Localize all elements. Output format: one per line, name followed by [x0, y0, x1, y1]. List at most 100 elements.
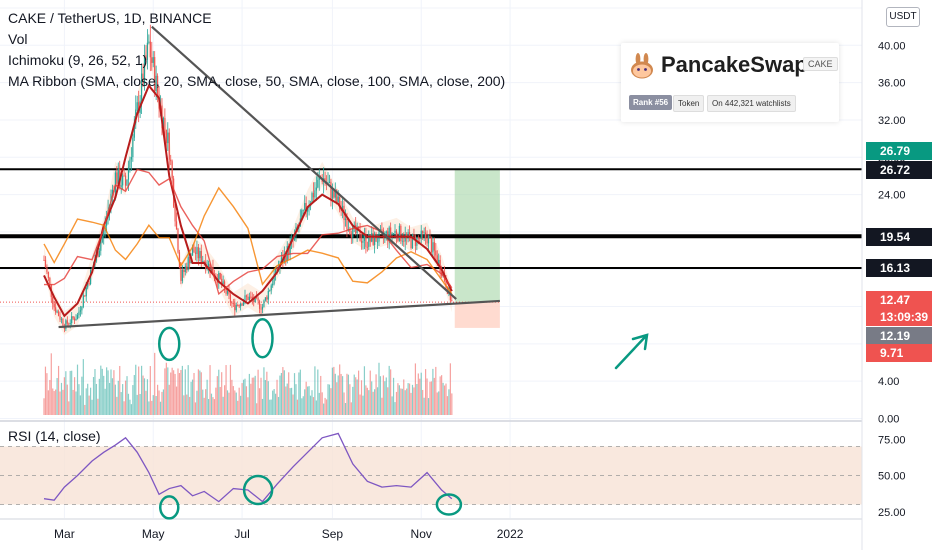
- price-label-badge: [866, 228, 932, 246]
- candle-body: [368, 234, 370, 247]
- volume-bar: [423, 397, 425, 415]
- volume-bar: [429, 381, 431, 415]
- volume-bar: [171, 367, 173, 415]
- candle-body: [200, 251, 202, 263]
- volume-bar: [85, 388, 87, 415]
- volume-bar: [400, 388, 402, 415]
- candle-body: [138, 102, 140, 113]
- candle-body: [445, 280, 447, 288]
- volume-bar: [165, 362, 167, 415]
- candle-body: [241, 303, 243, 306]
- volume-bar: [430, 381, 433, 415]
- candle-body: [151, 57, 153, 63]
- rsi-indicator-label[interactable]: RSI (14, close): [8, 428, 101, 444]
- candle-body: [197, 247, 199, 259]
- volume-bar: [253, 377, 255, 415]
- volume-bar: [53, 391, 55, 415]
- volume-bar: [256, 403, 258, 415]
- candle-body: [66, 320, 68, 324]
- candle-body: [381, 229, 383, 230]
- volume-bar: [167, 367, 169, 415]
- volume-bar: [366, 387, 368, 415]
- candle-body: [148, 41, 150, 43]
- volume-bar: [446, 396, 449, 415]
- candle-body: [289, 242, 291, 255]
- rank-badge: Rank #56: [629, 95, 673, 110]
- volume-bar: [228, 392, 230, 415]
- volume-bar: [57, 365, 60, 415]
- currency-button[interactable]: USDT: [886, 7, 920, 27]
- candle-body: [339, 196, 341, 210]
- volume-bar: [436, 392, 438, 415]
- ichimoku-indicator-label[interactable]: Ichimoku (9, 26, 52, 1): [8, 52, 148, 68]
- volume-bar: [149, 366, 151, 415]
- symbol-title[interactable]: CAKE / TetherUS, 1D, BINANCE: [8, 10, 212, 26]
- price-label: 16.13: [880, 261, 910, 275]
- time-tick-label: Nov: [411, 527, 432, 541]
- volume-bar: [181, 365, 183, 415]
- candle-body: [225, 287, 227, 294]
- volume-indicator-label[interactable]: Vol: [8, 31, 28, 47]
- ma-ribbon-indicator-label[interactable]: MA Ribbon (SMA, close, 20, SMA, close, 5…: [8, 73, 506, 89]
- volume-bar: [387, 387, 389, 415]
- volume-bar: [261, 398, 264, 415]
- volume-bar: [219, 386, 221, 415]
- candle-body: [165, 129, 167, 144]
- volume-bar: [130, 404, 132, 415]
- candle-body: [53, 303, 55, 308]
- volume-bar: [385, 377, 387, 415]
- type-badge: Token: [673, 95, 705, 112]
- volume-bar: [205, 389, 207, 415]
- candle-body: [231, 302, 233, 304]
- candle-body: [71, 316, 73, 324]
- candle-body: [75, 319, 77, 321]
- candle-body: [242, 301, 245, 306]
- volume-bar: [314, 366, 316, 415]
- candle-body: [336, 191, 338, 203]
- candle-body: [264, 297, 266, 301]
- candle-body: [126, 179, 128, 186]
- candle-body: [263, 300, 265, 307]
- candle-body: [366, 246, 368, 248]
- candle-body: [307, 208, 309, 212]
- candle-body: [333, 188, 335, 198]
- candle-body: [272, 283, 274, 286]
- volume-bar: [269, 399, 271, 415]
- price-tick-label: 40.00: [878, 40, 906, 52]
- volume-bar: [378, 362, 380, 415]
- volume-bar: [222, 396, 224, 415]
- candle-body: [100, 242, 102, 251]
- volume-bar: [92, 377, 95, 415]
- volume-bar: [129, 399, 131, 415]
- candle-body: [422, 230, 424, 234]
- candle-body: [314, 190, 316, 198]
- volume-bar: [408, 383, 411, 415]
- volume-bar: [238, 387, 240, 415]
- candle-body: [221, 278, 223, 285]
- annotation-circle: [242, 474, 274, 506]
- volume-bar: [390, 369, 392, 415]
- volume-bar: [242, 379, 245, 415]
- candle-body: [69, 323, 71, 325]
- candle-body: [79, 310, 82, 312]
- candle-body: [46, 267, 48, 273]
- volume-bar: [270, 399, 272, 415]
- volume-bar: [215, 387, 217, 415]
- volume-bar: [374, 389, 376, 415]
- volume-bar: [439, 376, 441, 415]
- volume-bar: [299, 369, 301, 415]
- rsi-tick-label: 75.00: [878, 434, 906, 446]
- volume-bar: [88, 395, 90, 415]
- volume-bar: [145, 390, 147, 415]
- volume-bar: [330, 388, 332, 415]
- candle-body: [359, 229, 361, 241]
- volume-bar: [336, 382, 338, 415]
- price-tick-label: 36.00: [878, 78, 906, 90]
- candle-body: [341, 205, 344, 210]
- candle-body: [187, 257, 189, 270]
- volume-bar: [272, 390, 274, 415]
- volume-bar: [69, 370, 71, 415]
- volume-bar: [244, 378, 246, 415]
- volume-bar: [360, 380, 363, 415]
